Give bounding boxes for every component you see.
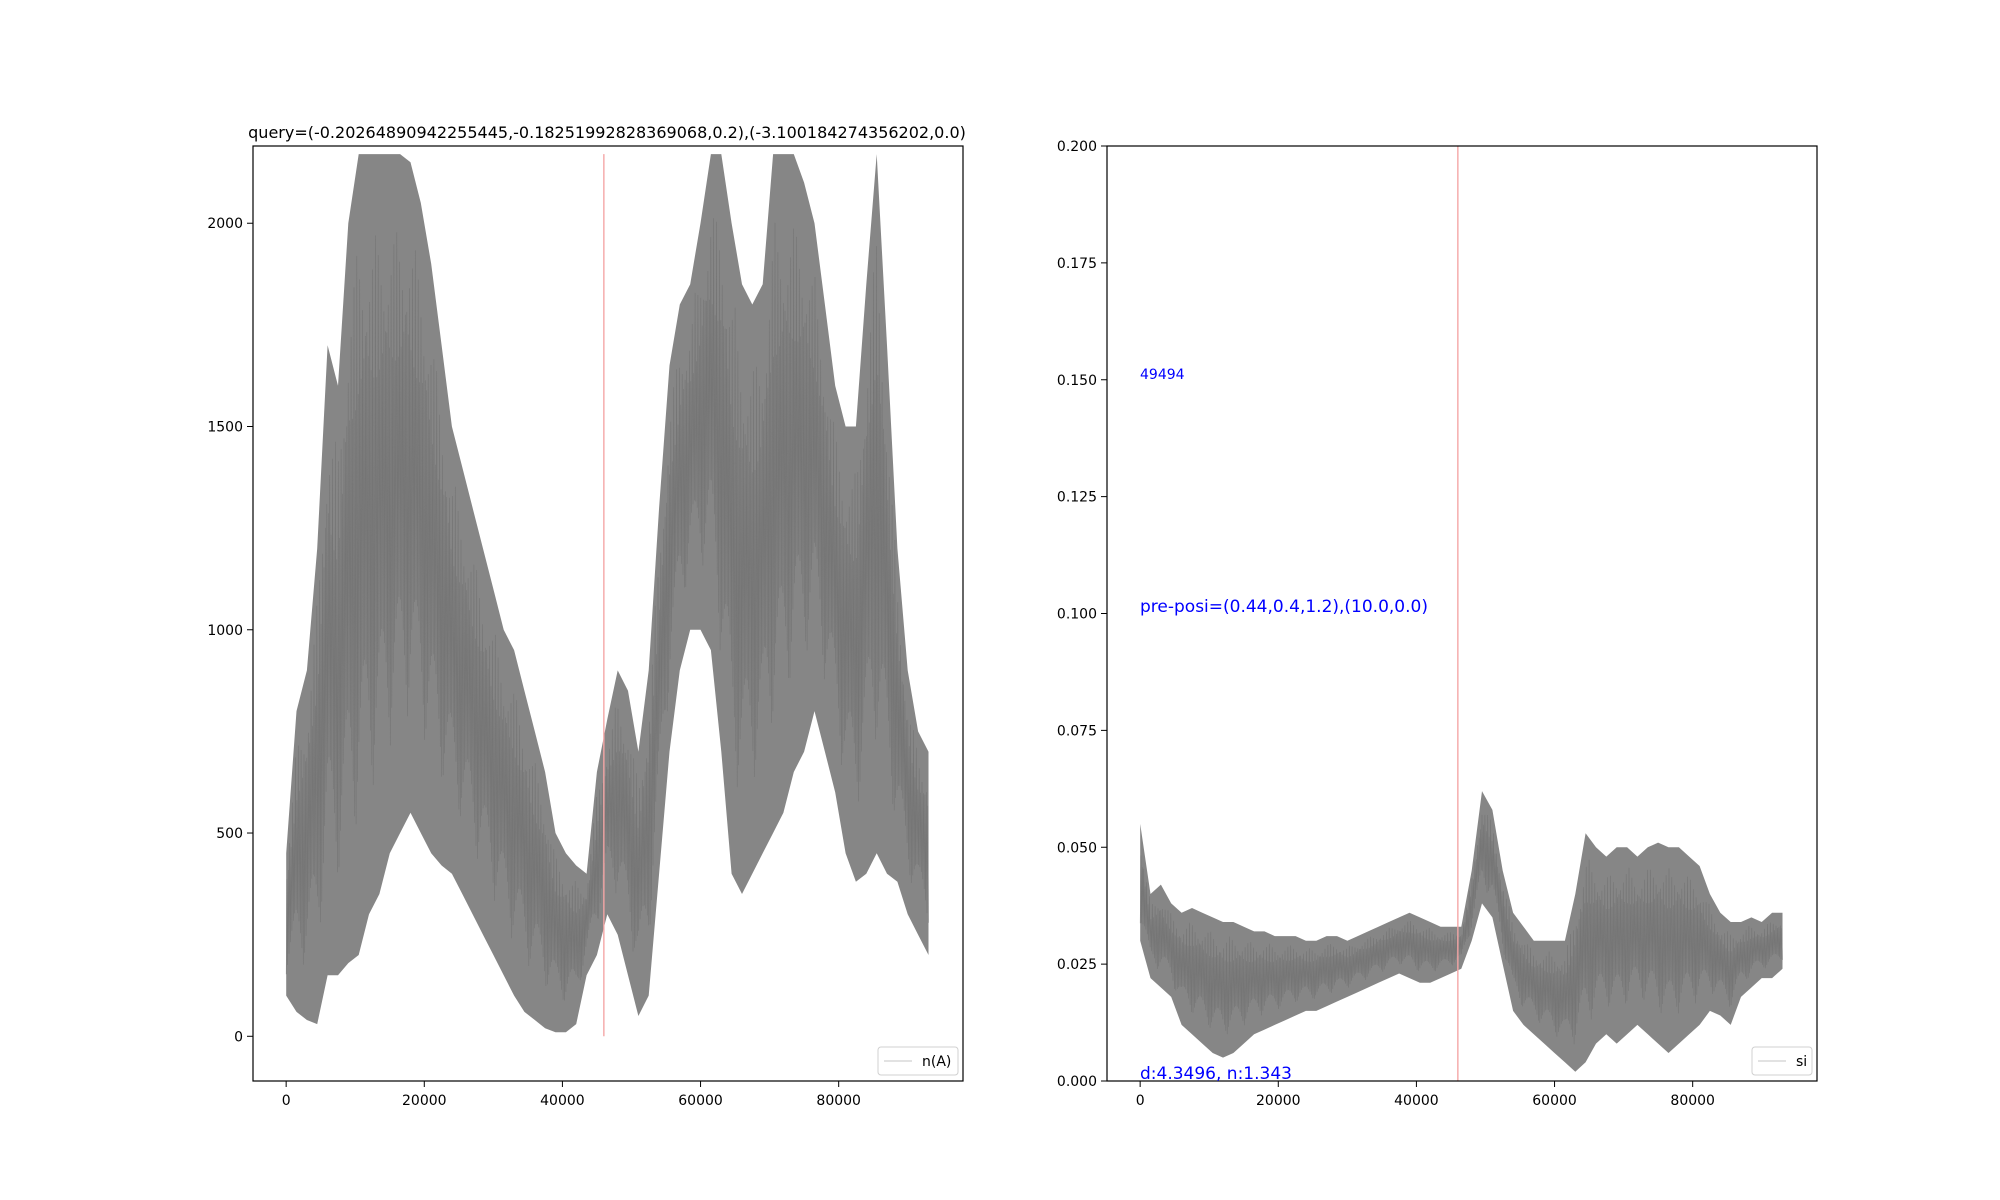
right-chart: 0 20000 40000 60000 80000 0.0000.0250.0500.0…	[1057, 139, 1818, 1109]
right-x-axis: 0 20000 40000 60000 80000	[1136, 1081, 1715, 1109]
annotation-distance: d:4.3496, n:1.343	[1140, 1064, 1292, 1084]
left-x-tick-label-2: 40000	[540, 1093, 585, 1109]
right-y-tick-label-4: 0.100	[1057, 607, 1097, 623]
left-x-tick-label-4: 80000	[816, 1093, 861, 1109]
right-series-trace-0	[1139, 814, 1783, 1045]
right-x-tick-label-3: 60000	[1532, 1093, 1577, 1109]
right-y-tick-label-6: 0.150	[1057, 373, 1097, 389]
right-legend-label: si	[1796, 1054, 1807, 1070]
left-chart-title: query=(-0.20264890942255445,-0.182519928…	[248, 123, 966, 142]
right-x-tick-label-2: 40000	[1394, 1093, 1439, 1109]
left-y-tick-label-0: 0	[234, 1029, 243, 1045]
left-series-band-0	[286, 154, 929, 1033]
left-chart-marks	[285, 154, 929, 1037]
right-x-tick-label-0: 0	[1136, 1093, 1145, 1109]
left-plot-frame	[252, 145, 964, 1082]
left-y-tick-label-3: 1500	[207, 420, 243, 436]
right-y-tick-label-8: 0.200	[1057, 139, 1097, 155]
right-chart-marks	[1139, 146, 1783, 1081]
annotation-count: 49494	[1140, 367, 1185, 383]
right-y-tick-label-7: 0.175	[1057, 256, 1097, 272]
left-x-tick-label-1: 20000	[402, 1093, 447, 1109]
right-y-tick-label-5: 0.125	[1057, 490, 1097, 506]
left-legend-label: n(A)	[922, 1054, 951, 1070]
left-chart: query=(-0.20264890942255445,-0.182519928…	[207, 123, 966, 1109]
left-x-tick-label-3: 60000	[678, 1093, 723, 1109]
right-y-tick-label-0: 0.000	[1057, 1074, 1097, 1090]
right-y-tick-label-3: 0.075	[1057, 723, 1097, 739]
left-x-axis: 0 20000 40000 60000 80000	[282, 1081, 861, 1109]
right-series-band-0	[1140, 791, 1783, 1072]
right-annotations: 49494 pre-posi=(0.44,0.4,1.2),(10.0,0.0)…	[1140, 367, 1428, 1084]
right-y-tick-label-1: 0.025	[1057, 957, 1097, 973]
left-y-axis: 0 500 1000 1500 2000	[207, 216, 253, 1045]
annotation-pre-posi: pre-posi=(0.44,0.4,1.2),(10.0,0.0)	[1140, 597, 1428, 617]
left-legend: n(A)	[877, 1046, 959, 1076]
left-y-tick-label-4: 2000	[207, 216, 243, 232]
left-y-tick-label-2: 1000	[207, 623, 243, 639]
left-legend-box	[877, 1046, 959, 1076]
right-legend: si	[1751, 1046, 1813, 1076]
left-series-trace-0	[285, 218, 929, 1001]
right-y-tick-label-2: 0.050	[1057, 840, 1097, 856]
right-x-tick-label-4: 80000	[1670, 1093, 1715, 1109]
left-y-tick-label-1: 500	[216, 826, 243, 842]
right-x-tick-label-1: 20000	[1256, 1093, 1301, 1109]
left-x-tick-label-0: 0	[282, 1093, 291, 1109]
right-y-axis: 0.000 0.025 0.050 0.075 0.100 0.125 0.150 0.175…	[1057, 139, 1107, 1090]
